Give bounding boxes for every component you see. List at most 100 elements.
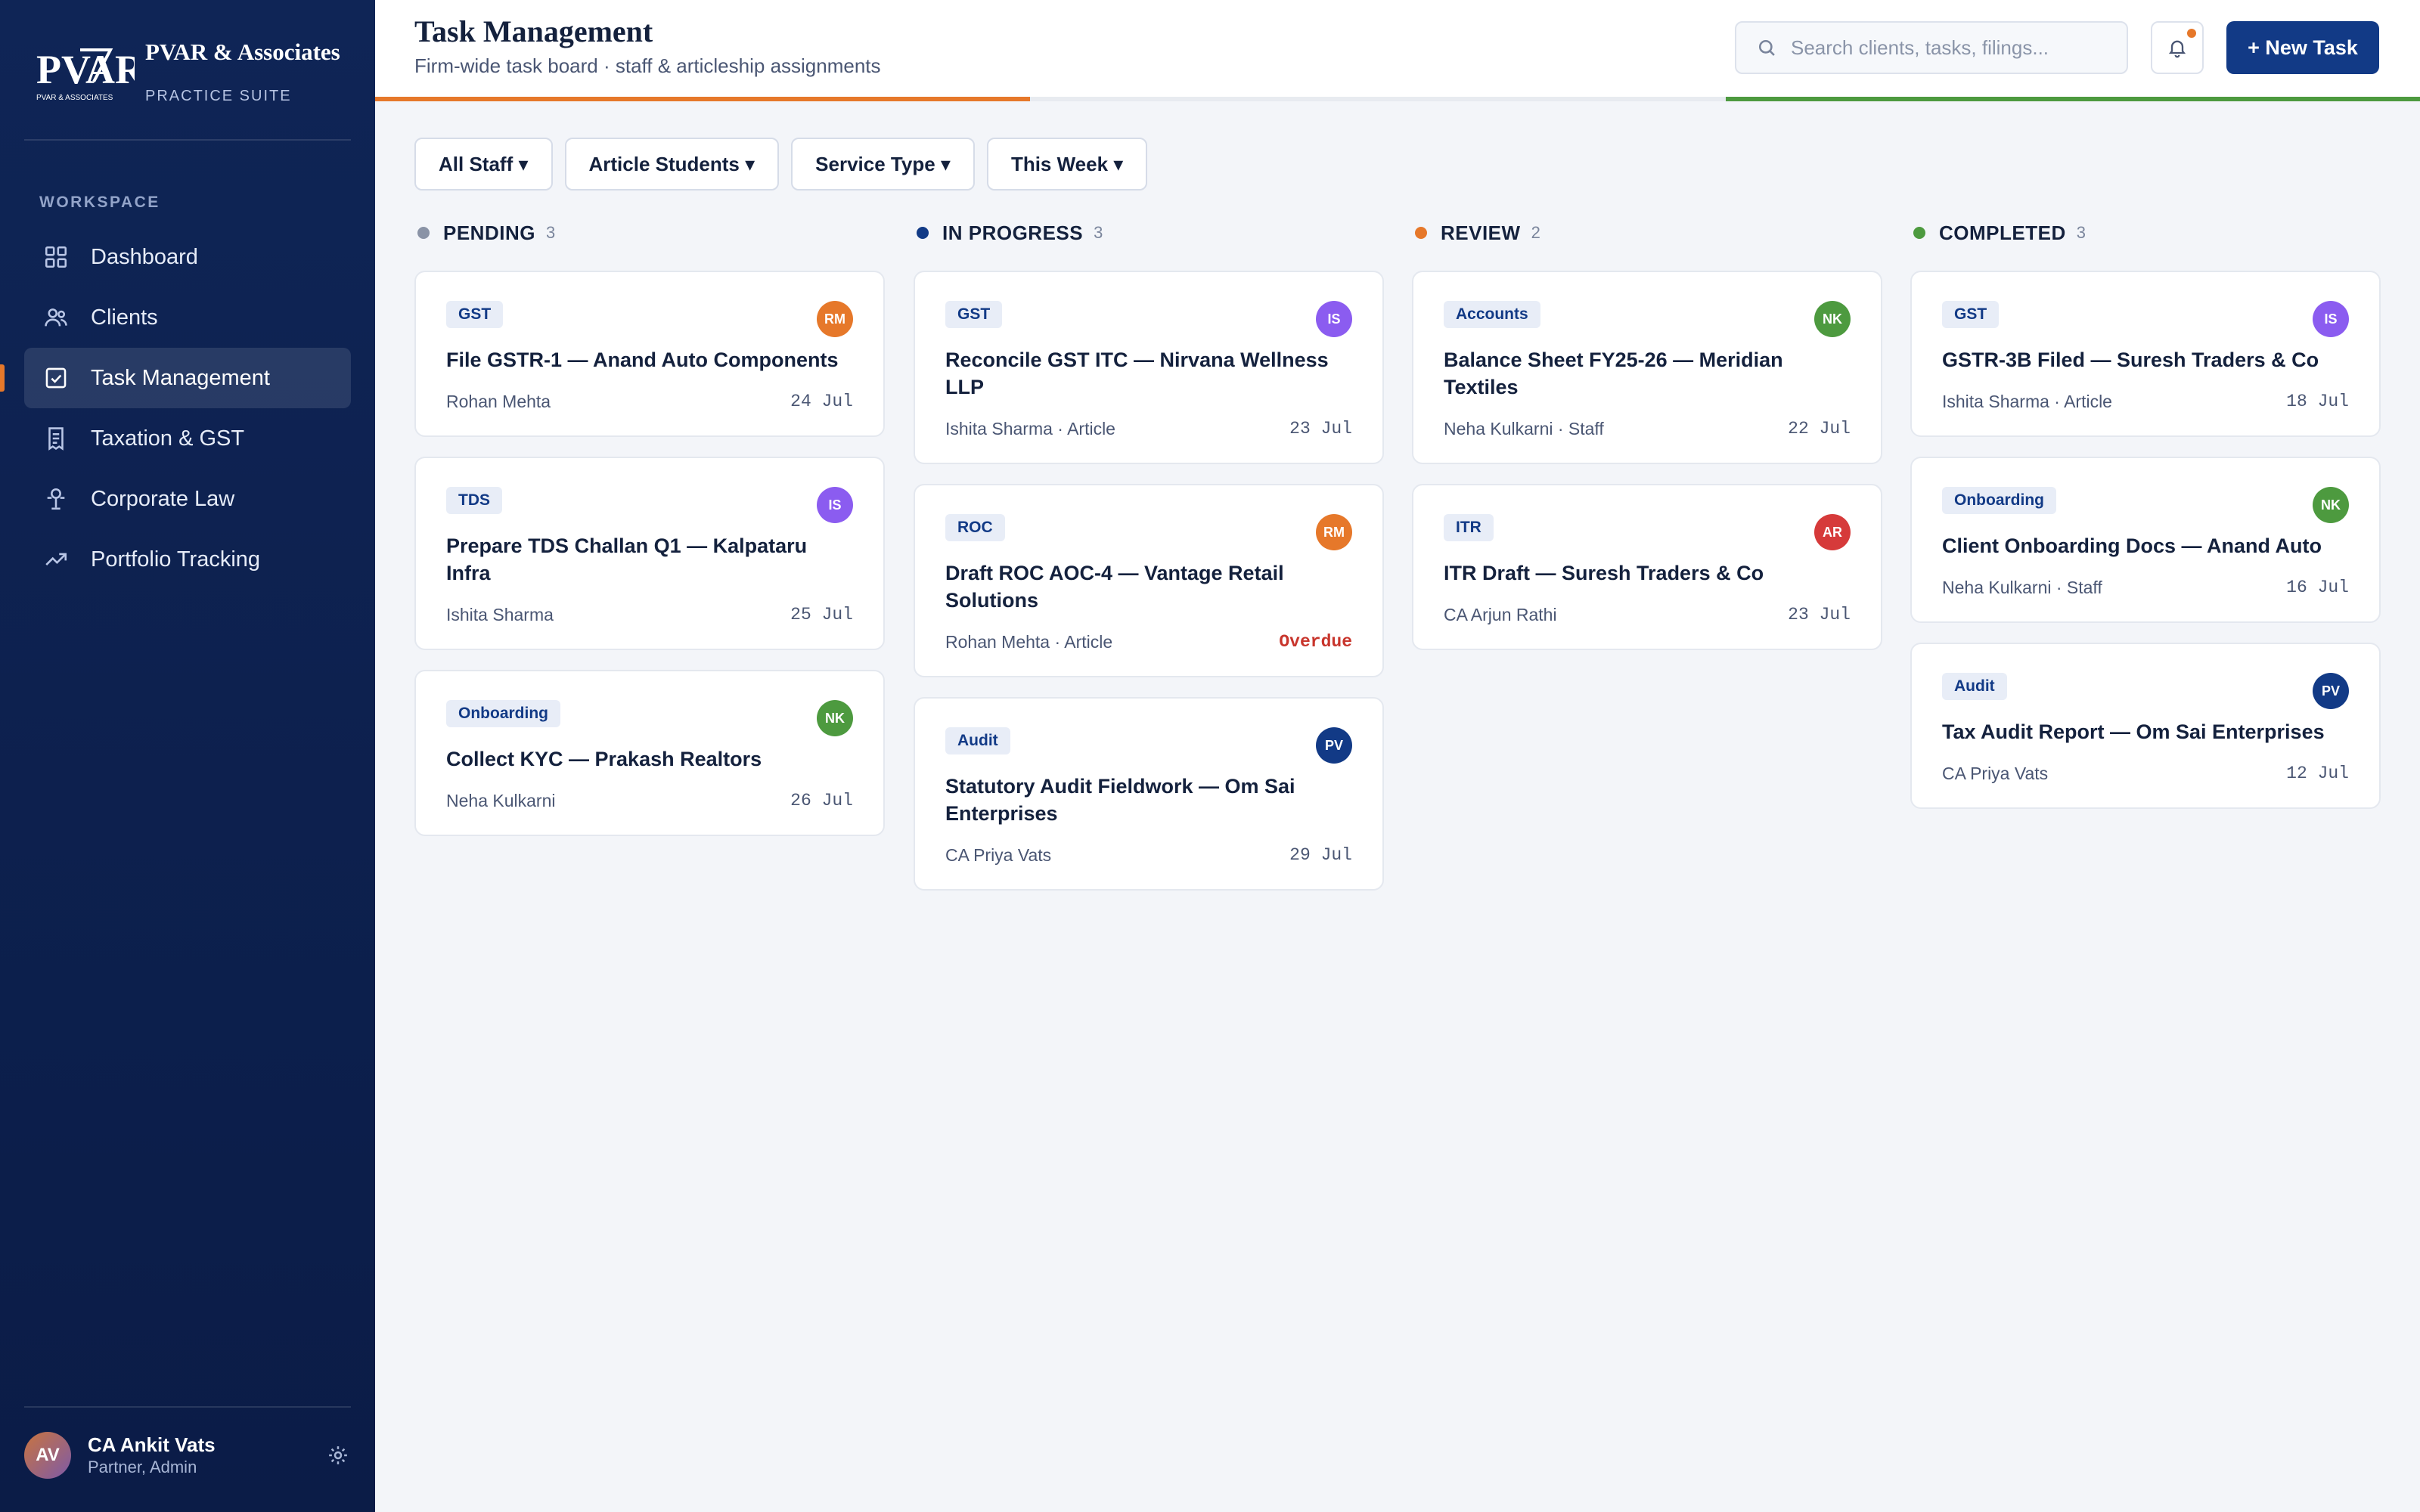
user-name: CA Ankit Vats: [88, 1433, 216, 1456]
user-profile[interactable]: AV CA Ankit Vats Partner, Admin: [24, 1432, 351, 1482]
status-dot: [1913, 227, 1925, 239]
sidebar-divider: [24, 139, 351, 141]
task-title: ITR Draft — Suresh Traders & Co: [1444, 562, 1764, 584]
column-header: REVIEW 2: [1412, 218, 1882, 248]
header-accent-stripe: [1726, 97, 2420, 101]
column-count: 3: [2076, 223, 2086, 242]
assignee: Neha Kulkarni · Staff: [1444, 418, 1604, 438]
due-date: 23 Jul: [1788, 605, 1851, 624]
notifications-button[interactable]: [2151, 21, 2204, 74]
sidebar-item-label: Task Management: [91, 365, 270, 390]
task-title: Prepare TDS Challan Q1 — Kalpataru Infra: [446, 534, 808, 584]
due-date: 16 Jul: [2286, 578, 2349, 597]
task-card[interactable]: GST RM File GSTR-1 — Anand Auto Components…: [414, 271, 885, 437]
service-tag: GST: [1942, 301, 2000, 328]
task-card[interactable]: Onboarding NK Collect KYC — Prakash Realto…: [414, 670, 885, 836]
task-title: Reconcile GST ITC — Nirvana Wellness LLP: [945, 349, 1329, 398]
brand-logo-icon: PVAR PVAR & ASSOCIATES: [35, 42, 145, 104]
service-tag: ROC: [945, 514, 1005, 541]
card-footer: Ishita Sharma · Article 23 Jul: [945, 417, 1352, 440]
avatar: IS: [1316, 301, 1352, 337]
new-task-button[interactable]: + New Task: [2226, 21, 2379, 74]
task-card[interactable]: GST IS GSTR-3B Filed — Suresh Traders & Co…: [1910, 271, 2381, 437]
column-count: 2: [1531, 223, 1540, 242]
assignee: CA Priya Vats: [1942, 763, 2049, 783]
task-card[interactable]: ITR AR ITR Draft — Suresh Traders & Co CA A…: [1412, 484, 1882, 650]
sidebar-item-taxation-gst[interactable]: Taxation & GST: [24, 408, 351, 469]
board-column: COMPLETED 3 GST IS GSTR-3B Filed — Suresh Tr…: [1910, 218, 2381, 829]
column-count: 3: [545, 223, 556, 242]
task-title: GSTR-3B Filed — Suresh Traders & Co: [1942, 349, 2319, 371]
task-card[interactable]: Audit PV Tax Audit Report — Om Sai Enterpr…: [1910, 643, 2381, 809]
card-footer: Neha Kulkarni · Staff 22 Jul: [1444, 417, 1851, 440]
notification-dot: [2187, 29, 2196, 38]
sidebar-item-task-management[interactable]: Task Management: [0, 348, 351, 408]
receipt-icon: [42, 425, 70, 452]
column-cards: Accounts NK Balance Sheet FY25-26 — Meridi…: [1412, 271, 1882, 650]
avatar: NK: [1814, 301, 1851, 337]
task-card[interactable]: Accounts NK Balance Sheet FY25-26 — Meridi…: [1412, 271, 1882, 464]
search-box[interactable]: [1735, 21, 2128, 74]
due-date: 25 Jul: [790, 605, 853, 624]
avatar: IS: [817, 487, 853, 523]
task-card[interactable]: TDS IS Prepare TDS Challan Q1 — Kalpataru …: [414, 457, 885, 650]
page-title: Task Management: [414, 14, 653, 48]
sidebar-footer-divider: [24, 1406, 351, 1408]
task-title: File GSTR-1 — Anand Auto Components: [446, 349, 839, 371]
sidebar-item-label: Clients: [91, 305, 158, 330]
checkbox-icon: [42, 364, 70, 392]
sidebar-item-portfolio-tracking[interactable]: Portfolio Tracking: [24, 529, 351, 590]
sidebar: PVAR PVAR & ASSOCIATES PVAR & Associates…: [0, 0, 375, 1512]
brand[interactable]: PVAR PVAR & ASSOCIATES PVAR & Associates…: [35, 39, 352, 115]
trend-up-icon: [42, 546, 70, 573]
task-card[interactable]: Onboarding NK Client Onboarding Docs — Ana…: [1910, 457, 2381, 623]
filter-service-type[interactable]: Service Type ▾: [791, 138, 975, 191]
sidebar-item-label: Taxation & GST: [91, 426, 245, 451]
filter-article-students[interactable]: Article Students ▾: [564, 138, 780, 191]
task-card[interactable]: ROC RM Draft ROC AOC-4 — Vantage Retail So…: [914, 484, 1384, 677]
sidebar-item-corporate-law[interactable]: Corporate Law: [24, 469, 351, 529]
svg-text:PVAR: PVAR: [36, 47, 135, 92]
column-title: REVIEW: [1441, 221, 1521, 244]
avatar: AR: [1814, 514, 1851, 550]
task-title: Client Onboarding Docs — Anand Auto: [1942, 534, 2322, 557]
due-date: 29 Jul: [1289, 845, 1352, 865]
status-dot: [1415, 227, 1427, 239]
avatar: NK: [817, 700, 853, 736]
board-column: IN PROGRESS 3 GST IS Reconcile GST ITC — Nir…: [914, 218, 1384, 910]
filter-all-staff[interactable]: All Staff ▾: [414, 138, 553, 191]
due-date: 24 Jul: [790, 392, 853, 411]
avatar: NK: [2313, 487, 2349, 523]
card-footer: CA Priya Vats 12 Jul: [1942, 762, 2349, 785]
column-cards: GST IS Reconcile GST ITC — Nirvana Wellnes…: [914, 271, 1384, 891]
task-title: Balance Sheet FY25-26 — Meridian Textile…: [1444, 349, 1783, 398]
sidebar-nav: Dashboard Clients Task Management Taxati…: [0, 227, 351, 590]
assignee: Ishita Sharma · Article: [945, 418, 1115, 438]
service-tag: ITR: [1444, 514, 1494, 541]
service-tag: TDS: [446, 487, 502, 514]
search-input[interactable]: [1791, 36, 2108, 60]
users-icon: [42, 304, 70, 331]
gear-icon[interactable]: [327, 1444, 351, 1468]
column-title: COMPLETED: [1939, 221, 2066, 244]
brand-name: PVAR & Associates: [145, 39, 340, 65]
service-tag: Onboarding: [1942, 487, 2056, 514]
task-card[interactable]: Audit PV Statutory Audit Fieldwork — Om Sa…: [914, 697, 1384, 891]
board-column: REVIEW 2 Accounts NK Balance Sheet FY25-26 —…: [1412, 218, 1882, 670]
header-accent-stripe: [375, 97, 1030, 101]
assignee: Rohan Mehta: [446, 391, 551, 411]
sidebar-item-label: Dashboard: [91, 244, 198, 269]
assignee: CA Arjun Rathi: [1444, 604, 1557, 624]
task-title: Tax Audit Report — Om Sai Enterprises: [1942, 720, 2325, 743]
column-header: IN PROGRESS 3: [914, 218, 1384, 248]
card-footer: Neha Kulkarni 26 Jul: [446, 789, 853, 812]
due-date: 12 Jul: [2286, 764, 2349, 783]
assignee: CA Priya Vats: [945, 844, 1052, 865]
sidebar-item-clients[interactable]: Clients: [24, 287, 351, 348]
filter-this-week[interactable]: This Week ▾: [986, 138, 1148, 191]
card-footer: Ishita Sharma 25 Jul: [446, 603, 853, 626]
card-footer: Ishita Sharma · Article 18 Jul: [1942, 390, 2349, 413]
sidebar-item-dashboard[interactable]: Dashboard: [24, 227, 351, 287]
avatar: RM: [817, 301, 853, 337]
task-card[interactable]: GST IS Reconcile GST ITC — Nirvana Wellnes…: [914, 271, 1384, 464]
